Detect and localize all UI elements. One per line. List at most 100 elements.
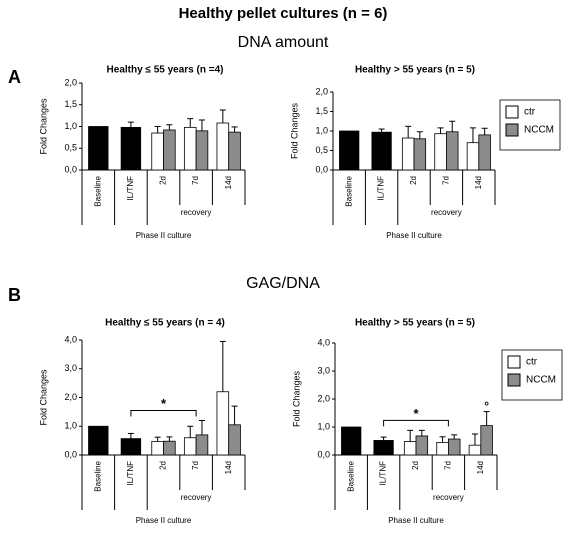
y-tick-label: 1,0 [64,421,77,431]
panel-letter: A [8,67,21,87]
bar [478,134,491,171]
figure-title: Healthy pellet cultures (n = 6) [179,5,388,22]
chart-title: Healthy ≤ 55 years (n =4) [107,65,224,76]
x-axis-label: Phase II culture [136,231,192,240]
bar [401,137,415,171]
legend-swatch [507,373,521,387]
bar [183,126,197,171]
legend-swatch [505,105,519,119]
bar [434,133,447,171]
x-tick-label: 14d [474,176,483,189]
group-label: recovery [181,493,212,502]
x-axis-label: Phase II culture [388,516,444,525]
bar [216,122,230,171]
chart-title: Healthy > 55 years (n = 5) [355,65,475,76]
x-tick-label: Baseline [346,460,355,491]
legend-swatch [505,123,519,137]
group-label: recovery [181,208,212,217]
bar [403,441,417,456]
bar [413,138,427,171]
significance-marker: ° [484,399,489,413]
bar [88,425,109,456]
significance-label: * [161,396,167,411]
bar [195,434,209,456]
x-tick-label: 14d [476,461,485,474]
bar [151,441,164,456]
bar [339,130,360,171]
x-tick-label: 7d [191,176,200,185]
bar [163,129,176,171]
group-label: recovery [431,208,462,217]
y-tick-label: 0,0 [317,449,330,459]
bar [120,438,142,456]
y-tick-label: 1,5 [64,99,77,109]
bar [341,426,362,456]
x-tick-label: 14d [224,461,233,474]
bar [151,132,164,171]
bar [163,440,176,456]
x-axis-label: Phase II culture [136,516,192,525]
y-tick-label: 0,0 [64,164,77,174]
y-tick-label: 2,0 [64,77,77,87]
panel-heading: GAG/DNA [246,275,320,292]
x-tick-label: 2d [411,461,420,470]
bar [120,126,142,171]
bar [373,440,394,456]
bar [371,131,392,171]
y-tick-label: 2,0 [64,392,77,402]
y-tick-label: 0,0 [64,449,77,459]
group-label: recovery [433,493,464,502]
y-axis-label: Fold Changes [289,102,299,159]
chart-title: Healthy ≤ 55 years (n = 4) [105,318,225,329]
x-tick-label: IL/TNF [126,461,135,486]
y-tick-label: 1,5 [315,106,328,116]
legend-label: NCCM [526,375,556,386]
x-tick-label: 2d [409,176,418,185]
x-tick-label: IL/TNF [126,176,135,201]
y-tick-label: 3,0 [64,363,77,373]
bar [228,424,241,456]
y-tick-label: 2,0 [315,86,328,96]
x-tick-label: 2d [159,461,168,470]
bar [466,142,480,171]
bar [445,131,459,171]
legend-label: NCCM [524,125,554,136]
x-tick-label: 2d [159,176,168,185]
y-axis-label: Fold Changes [291,370,301,427]
x-tick-label: Baseline [93,460,102,491]
bar [468,444,482,456]
x-tick-label: Baseline [344,175,353,206]
bar [228,131,241,171]
y-tick-label: 1,0 [315,125,328,135]
bar [195,130,209,171]
x-axis-label: Phase II culture [386,231,442,240]
y-axis-label: Fold Changes [38,98,48,155]
x-tick-label: 7d [442,176,451,185]
y-tick-label: 4,0 [317,337,330,347]
x-tick-label: 7d [444,461,453,470]
chart-title: Healthy > 55 years (n = 5) [355,318,475,329]
bar [88,126,109,171]
panel-heading: DNA amount [238,34,329,51]
bar [436,441,449,456]
significance-bracket [383,419,449,427]
x-tick-label: 7d [191,461,200,470]
x-tick-label: Baseline [93,175,102,206]
y-tick-label: 0,5 [64,143,77,153]
y-axis-label: Fold Changes [38,369,48,426]
x-tick-label: IL/TNF [377,176,386,201]
legend-label: ctr [524,107,536,118]
legend-label: ctr [526,357,538,368]
y-tick-label: 2,0 [317,393,330,403]
bar [480,425,493,456]
x-tick-label: IL/TNF [379,461,388,486]
y-tick-label: 0,5 [315,145,328,155]
bar [447,438,461,456]
y-tick-label: 3,0 [317,365,330,375]
significance-label: * [413,406,419,421]
legend-swatch [507,355,521,369]
y-tick-label: 1,0 [64,121,77,131]
y-tick-label: 0,0 [315,164,328,174]
